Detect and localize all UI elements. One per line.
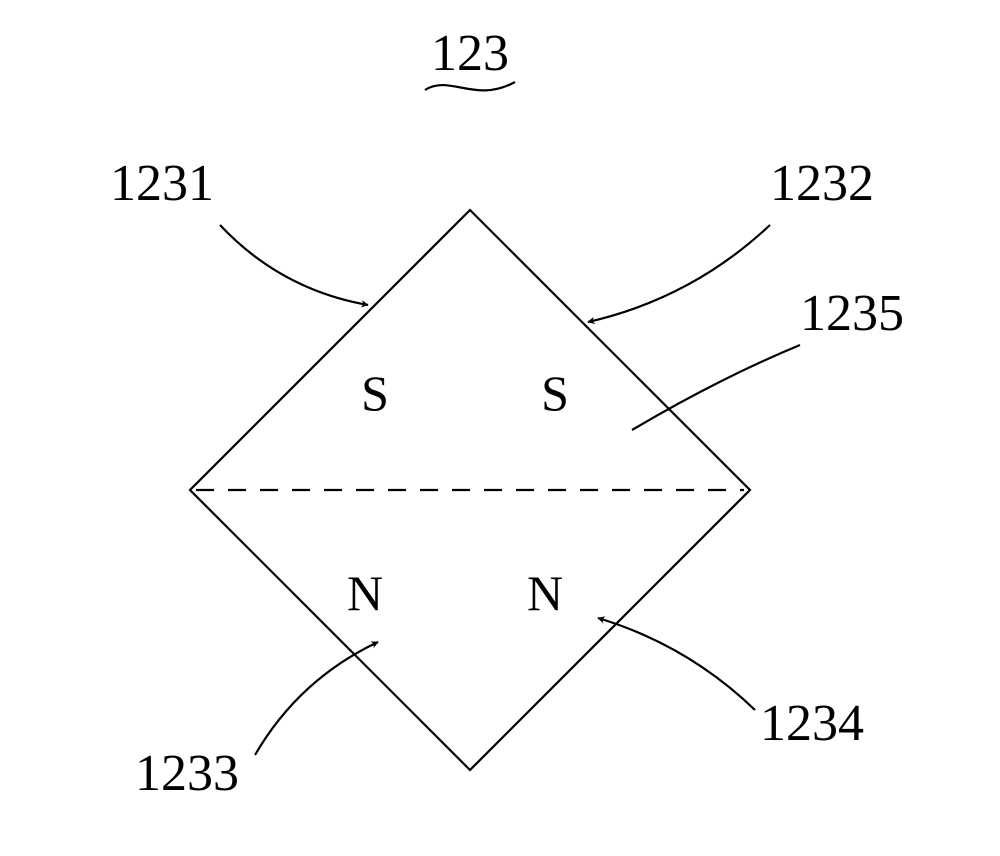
callout-label-c1235: 1235	[800, 285, 904, 342]
pole-label-bot_left: N	[347, 565, 383, 621]
pole-label-top_right: S	[541, 365, 569, 421]
pole-label-top_left: S	[361, 365, 389, 421]
callout-label-c1231: 1231	[110, 155, 214, 212]
callout-arrow-c1231	[220, 225, 368, 305]
callout-label-c1232: 1232	[770, 155, 874, 212]
pole-label-bot_right: N	[527, 565, 563, 621]
callout-leader-c1235	[632, 345, 800, 430]
figure-number: 123	[431, 25, 509, 82]
figure-number-tilde	[425, 82, 515, 90]
callout-label-c1234: 1234	[760, 695, 864, 752]
callout-arrow-c1232	[588, 225, 770, 322]
callout-arrow-c1234	[598, 618, 755, 710]
callout-label-c1233: 1233	[135, 745, 239, 802]
